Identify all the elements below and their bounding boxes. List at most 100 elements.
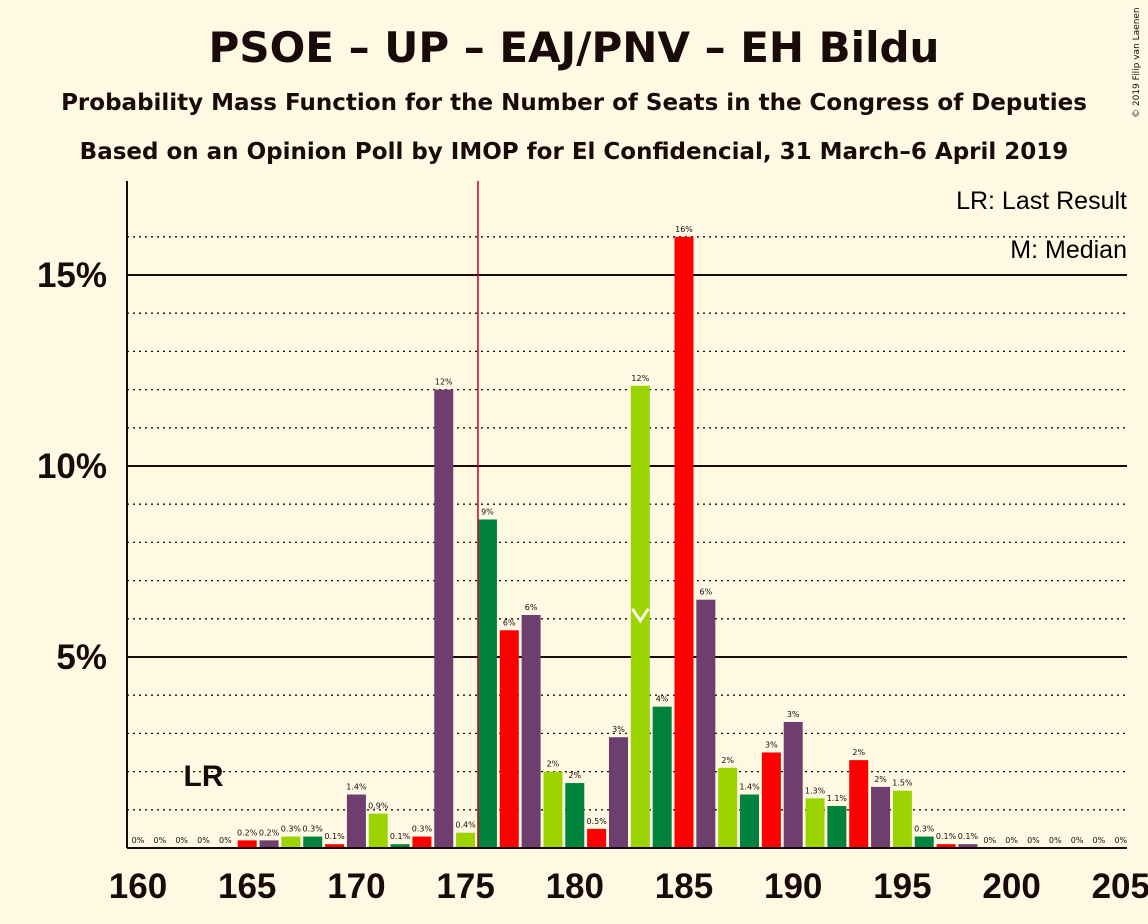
x-tick-label: 190 xyxy=(764,867,822,906)
bar-192 xyxy=(827,805,847,848)
bar-value-label-195: 1.5% xyxy=(892,779,913,788)
y-tick-label: 15% xyxy=(37,256,107,295)
bar-185 xyxy=(674,236,694,849)
bar-value-label-203: 0% xyxy=(1071,836,1084,845)
bar-193 xyxy=(849,760,869,848)
bar-177 xyxy=(499,630,519,848)
bar-165 xyxy=(237,840,257,848)
bar-value-label-200: 0% xyxy=(1005,836,1018,845)
x-tick-label: 185 xyxy=(655,867,713,906)
bar-value-label-165: 0.2% xyxy=(237,828,258,837)
bar-value-label-198: 0.1% xyxy=(958,832,979,841)
chart-subtitle-source: Based on an Opinion Poll by IMOP for El … xyxy=(79,139,1069,165)
grid-lines xyxy=(127,236,1127,811)
bar-value-label-174: 12% xyxy=(435,378,453,387)
last-result-label: LR xyxy=(184,760,224,793)
bar-value-label-201: 0% xyxy=(1027,836,1040,845)
x-tick-label: 165 xyxy=(218,867,276,906)
bar-173 xyxy=(412,836,432,848)
bar-value-label-194: 2% xyxy=(874,775,887,784)
bar-value-label-169: 0.1% xyxy=(324,832,345,841)
bar-value-label-197: 0.1% xyxy=(936,832,957,841)
bar-169 xyxy=(325,844,345,848)
bar-176 xyxy=(477,519,497,848)
x-tick-label: 205 xyxy=(1092,867,1148,906)
bar-value-label-178: 6% xyxy=(525,603,538,612)
bar-value-label-171: 0.9% xyxy=(368,802,389,811)
x-tick-label: 175 xyxy=(436,867,494,906)
axes xyxy=(126,181,1127,849)
bar-194 xyxy=(871,786,891,848)
bar-value-label-176: 9% xyxy=(481,507,494,516)
bar-value-label-204: 0% xyxy=(1093,836,1106,845)
bar-188 xyxy=(740,794,760,848)
bar-value-label-192: 1.1% xyxy=(827,794,848,803)
bar-170 xyxy=(346,794,366,848)
bar-198 xyxy=(958,844,978,848)
bar-value-label-163: 0% xyxy=(197,836,210,845)
bar-value-label-188: 1.4% xyxy=(739,783,760,792)
bar-value-label-181: 0.5% xyxy=(586,817,607,826)
bar-180 xyxy=(565,783,585,848)
chart-subtitle: Probability Mass Function for the Number… xyxy=(61,90,1087,116)
bar-172 xyxy=(390,844,410,848)
bar-value-label-202: 0% xyxy=(1049,836,1062,845)
bar-190 xyxy=(783,721,803,848)
x-tick-label: 200 xyxy=(982,867,1040,906)
legend-median: M: Median xyxy=(1010,236,1127,264)
bar-195 xyxy=(892,790,912,848)
bar-value-label-161: 0% xyxy=(153,836,166,845)
bar-value-label-160: 0% xyxy=(132,836,145,845)
bar-186 xyxy=(696,599,716,848)
x-tick-label: 160 xyxy=(109,867,167,906)
bar-174 xyxy=(434,389,454,848)
bar-value-label-168: 0.3% xyxy=(303,825,324,834)
bar-value-label-199: 0% xyxy=(983,836,996,845)
bar-166 xyxy=(259,840,279,848)
bar-182 xyxy=(608,737,628,848)
bar-value-label-189: 3% xyxy=(765,741,778,750)
bar-value-label-177: 6% xyxy=(503,618,516,627)
bar-171 xyxy=(368,813,388,848)
x-tick-label: 195 xyxy=(873,867,931,906)
bar-184 xyxy=(652,706,672,848)
bar-181 xyxy=(587,828,607,848)
bar-value-label-173: 0.3% xyxy=(412,825,433,834)
bar-value-label-162: 0% xyxy=(175,836,188,845)
bar-178 xyxy=(521,614,541,848)
bar-value-label-184: 4% xyxy=(656,695,669,704)
bar-179 xyxy=(543,771,563,848)
bar-183 xyxy=(630,385,650,848)
median-marker xyxy=(631,607,650,624)
bar-value-label-180: 2% xyxy=(568,771,581,780)
bar-value-label-193: 2% xyxy=(852,748,865,757)
y-tick-label: 5% xyxy=(56,638,107,677)
bar-value-label-170: 1.4% xyxy=(346,783,367,792)
bar-167 xyxy=(281,836,301,848)
legend-last-result: LR: Last Result xyxy=(956,187,1127,215)
bar-value-label-182: 3% xyxy=(612,725,625,734)
bar-value-label-205: 0% xyxy=(1114,836,1127,845)
bar-value-label-164: 0% xyxy=(219,836,232,845)
bar-value-label-185: 16% xyxy=(675,225,693,234)
bar-value-label-167: 0.3% xyxy=(281,825,302,834)
bar-value-label-183: 12% xyxy=(631,374,649,383)
bar-value-label-196: 0.3% xyxy=(914,825,935,834)
y-tick-label: 10% xyxy=(37,447,107,486)
bar-168 xyxy=(303,836,323,848)
bar-value-label-187: 2% xyxy=(721,756,734,765)
chart-title: PSOE – UP – EAJ/PNV – EH Bildu xyxy=(208,23,940,72)
bar-value-label-175: 0.4% xyxy=(455,821,476,830)
bar-189 xyxy=(761,752,781,848)
bar-value-label-166: 0.2% xyxy=(259,828,280,837)
bar-value-label-179: 2% xyxy=(547,760,560,769)
bars xyxy=(237,236,978,849)
bar-175 xyxy=(456,832,476,848)
x-tick-label: 180 xyxy=(546,867,604,906)
bar-value-label-186: 6% xyxy=(699,588,712,597)
x-tick-label: 170 xyxy=(327,867,385,906)
bar-197 xyxy=(936,844,956,848)
bar-value-label-191: 1.3% xyxy=(805,786,826,795)
bar-value-label-172: 0.1% xyxy=(390,832,411,841)
